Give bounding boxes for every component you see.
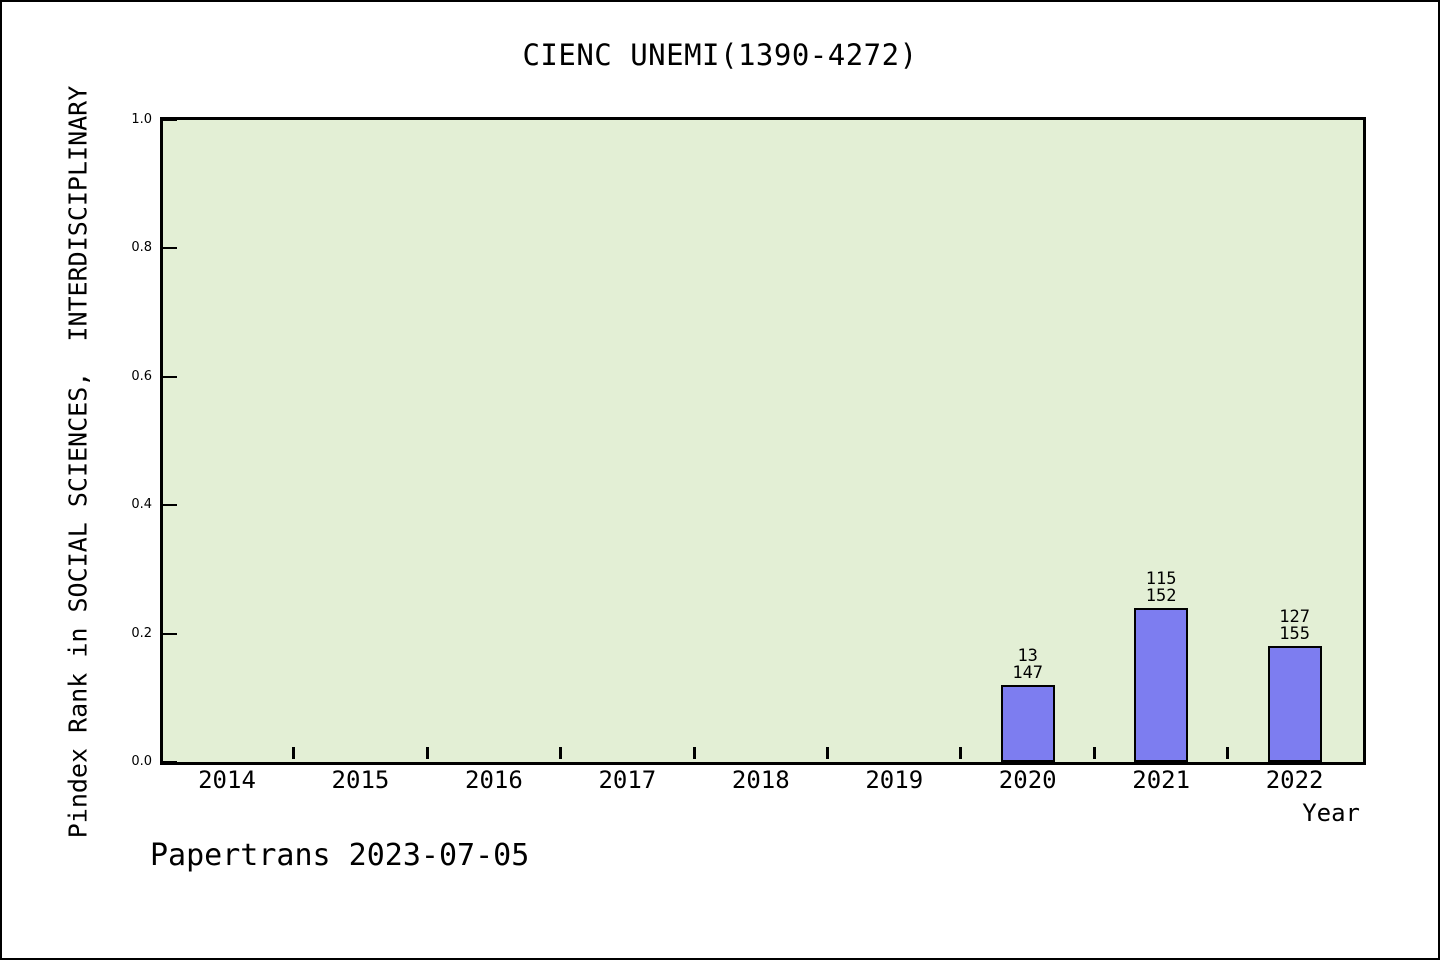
y-tick-label: 0.0	[131, 754, 152, 769]
y-axis-label: Pindex Rank in SOCIAL SCIENCES, INTERDIS…	[63, 85, 93, 839]
plot-area	[160, 117, 1366, 765]
y-tick-label: 0.8	[131, 240, 152, 256]
x-tick-label: 2020	[998, 766, 1057, 794]
x-tick-label: 2018	[731, 766, 790, 794]
x-tick-label: 2015	[331, 766, 390, 794]
x-tick-label: 2017	[598, 766, 657, 794]
x-tick-label: 2016	[464, 766, 523, 794]
y-tick-label: 1.0	[131, 112, 152, 127]
x-tick-label: 2022	[1265, 766, 1324, 794]
x-axis-label: Year	[1302, 799, 1360, 827]
watermark-text: Papertrans 2023-07-05	[150, 838, 530, 873]
x-tick-label: 2021	[1132, 766, 1191, 794]
y-tick-label: 0.4	[131, 497, 152, 513]
x-tick-label: 2014	[198, 766, 256, 794]
chart-title: CIENC UNEMI(1390-4272)	[522, 38, 918, 72]
y-tick-label: 0.6	[131, 368, 152, 384]
x-tick-label: 2019	[865, 766, 924, 794]
y-tick-label: 0.2	[131, 625, 152, 641]
